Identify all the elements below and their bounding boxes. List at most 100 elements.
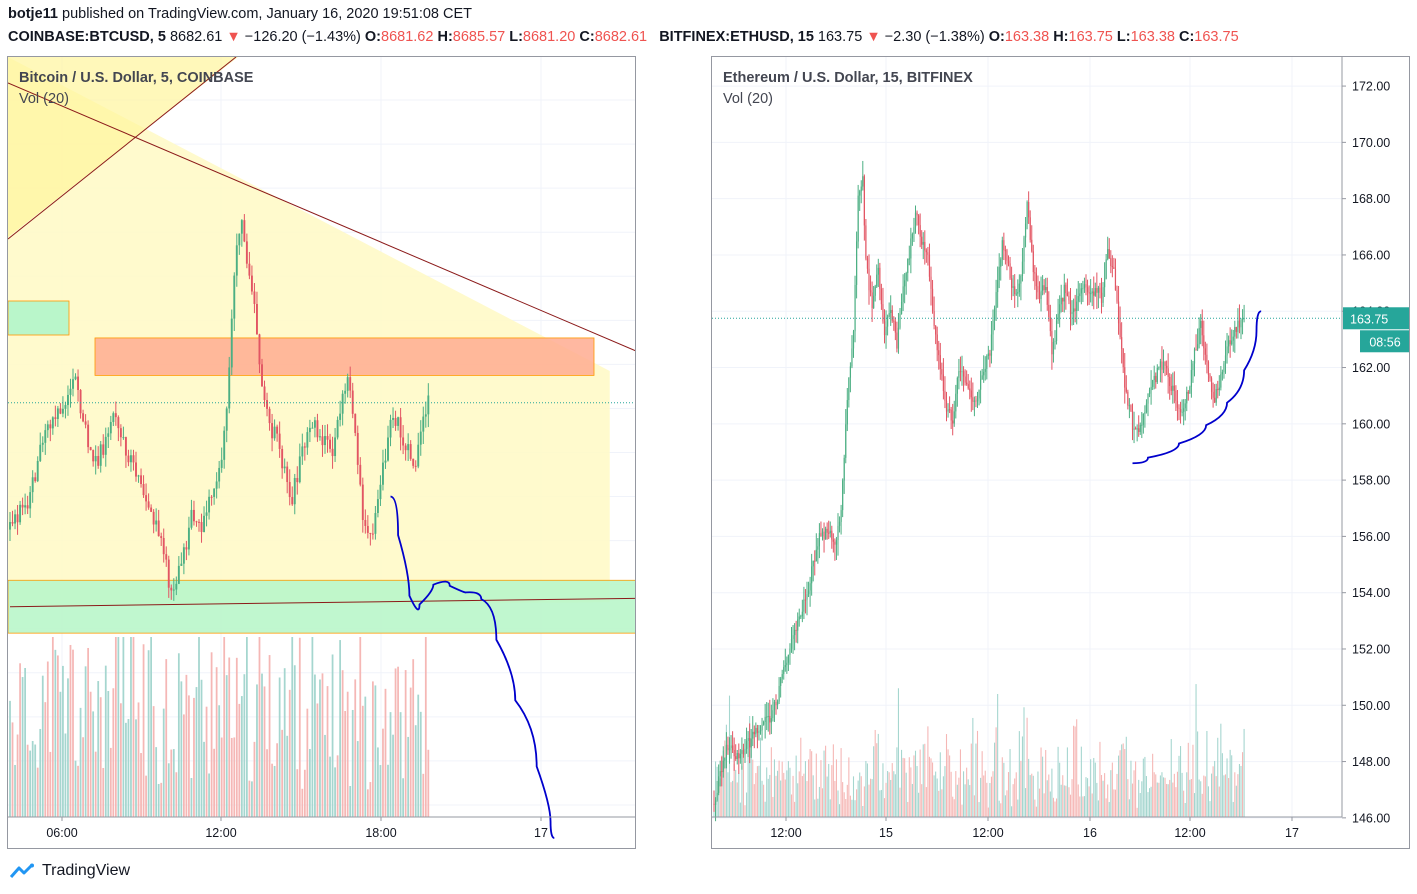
candle-body	[1226, 346, 1228, 356]
volume-bar	[749, 716, 751, 817]
volume-bar	[804, 761, 806, 817]
btc-chart-panel[interactable]: 8500.008520.008540.008560.008580.008600.…	[7, 56, 636, 849]
candle-body	[862, 176, 864, 187]
candle-body	[797, 619, 799, 631]
volume-bar	[1204, 776, 1206, 817]
eth-symbol[interactable]: BITFINEX:ETHUSD, 15	[659, 29, 814, 45]
candle-body	[389, 419, 392, 438]
candle-body	[155, 520, 158, 525]
candle-body	[1232, 336, 1234, 341]
volume-bar	[818, 786, 820, 817]
candle-body	[240, 220, 243, 234]
volume-bar	[885, 782, 887, 817]
volume-bar	[1190, 779, 1192, 817]
btc-symbol[interactable]: COINBASE:BTCUSD, 5	[8, 29, 166, 45]
volume-bar	[792, 775, 794, 817]
candle-body	[905, 273, 907, 281]
volume-bar	[1221, 753, 1223, 817]
candle-body	[293, 478, 296, 505]
volume-bar	[831, 765, 833, 817]
volume-bar	[1186, 772, 1188, 817]
candle-body	[904, 280, 906, 287]
candle-body	[755, 727, 757, 735]
volume-bar	[291, 637, 294, 817]
volume-bar	[1020, 760, 1022, 817]
candle-body	[11, 522, 14, 524]
candle-body	[983, 371, 985, 376]
btc-chart-canvas[interactable]: 8500.008520.008540.008560.008580.008600.…	[8, 57, 636, 849]
volume-bar	[883, 798, 886, 817]
volume-bar	[1152, 753, 1154, 817]
candle-body	[21, 504, 24, 508]
candle-body	[794, 629, 796, 636]
eth-chart-title[interactable]: Ethereum / U.S. Dollar, 15, BITFINEX	[723, 70, 973, 86]
volume-bar	[1097, 800, 1099, 817]
volume-bar	[1018, 731, 1020, 817]
price-tick-label: 146.00	[1352, 811, 1390, 825]
volume-bar	[1220, 723, 1222, 817]
volume-bar	[54, 649, 57, 817]
volume-bar	[1173, 773, 1175, 817]
candle-body	[49, 424, 52, 429]
btc-volume-label[interactable]: Vol (20)	[19, 91, 69, 107]
volume-bar	[1211, 773, 1213, 817]
candle-body	[1063, 284, 1065, 302]
candle-body	[1024, 223, 1027, 238]
volume-bar	[908, 757, 910, 817]
volume-bar	[1178, 755, 1180, 817]
volume-bar	[781, 761, 783, 817]
candle-body	[747, 738, 749, 742]
candle-body	[1221, 372, 1224, 375]
candle-body	[742, 750, 745, 755]
eth-chart-panel[interactable]: 146.00 148.00 150.00 152.00 154.00 156.00 158.…	[711, 56, 1410, 849]
volume-bar	[16, 734, 19, 817]
volume-bar	[961, 804, 963, 817]
candle-body	[936, 334, 938, 351]
volume-bar	[271, 763, 273, 817]
candle-body	[1212, 391, 1214, 398]
lower-trendline	[9, 597, 635, 608]
volume-bar	[404, 670, 407, 817]
tradingview-footer[interactable]: TradingView	[10, 862, 130, 880]
volume-bar	[41, 675, 44, 817]
volume-bar	[770, 747, 772, 817]
author-name[interactable]: botje11	[8, 6, 58, 22]
candle-body	[966, 382, 968, 385]
volume-bar	[839, 804, 841, 817]
candle-body	[1026, 202, 1028, 224]
candle-body	[848, 377, 850, 401]
candle-body	[245, 241, 248, 264]
volume-bar	[809, 749, 811, 817]
candle-body	[840, 510, 842, 522]
volume-bar	[157, 783, 160, 817]
candle-body	[735, 756, 737, 760]
candle-body	[1083, 284, 1086, 289]
candle-body	[1159, 361, 1162, 368]
volume-bar	[1237, 774, 1239, 817]
candle-body	[896, 332, 898, 349]
eth-volume-label[interactable]: Vol (20)	[723, 91, 773, 107]
candle-body	[781, 674, 783, 679]
candle-body	[46, 424, 49, 431]
candle-body	[807, 590, 810, 595]
time-tick-label: 12:00	[1174, 826, 1205, 840]
volume-bar	[1218, 786, 1220, 817]
candle-body	[137, 475, 140, 477]
btc-chart-title[interactable]: Bitcoin / U.S. Dollar, 5, COINBASE	[19, 70, 254, 86]
volume-bar	[69, 644, 72, 817]
candle-body	[907, 259, 909, 274]
candle-body	[329, 439, 331, 449]
candle-body	[77, 376, 79, 391]
volume-bar	[1056, 798, 1058, 817]
volume-bar	[283, 668, 286, 817]
candle-body	[973, 400, 976, 402]
volume-bar	[1076, 719, 1078, 817]
candle-body	[87, 424, 90, 448]
candle-body	[928, 254, 931, 277]
eth-chart-canvas[interactable]: 146.00 148.00 150.00 152.00 154.00 156.00 158.…	[712, 57, 1410, 849]
candle-body	[778, 685, 780, 702]
volume-bar	[220, 737, 223, 817]
price-tick-label: 156.00	[1352, 530, 1390, 544]
candle-body	[894, 321, 896, 333]
candle-body	[1231, 340, 1233, 345]
